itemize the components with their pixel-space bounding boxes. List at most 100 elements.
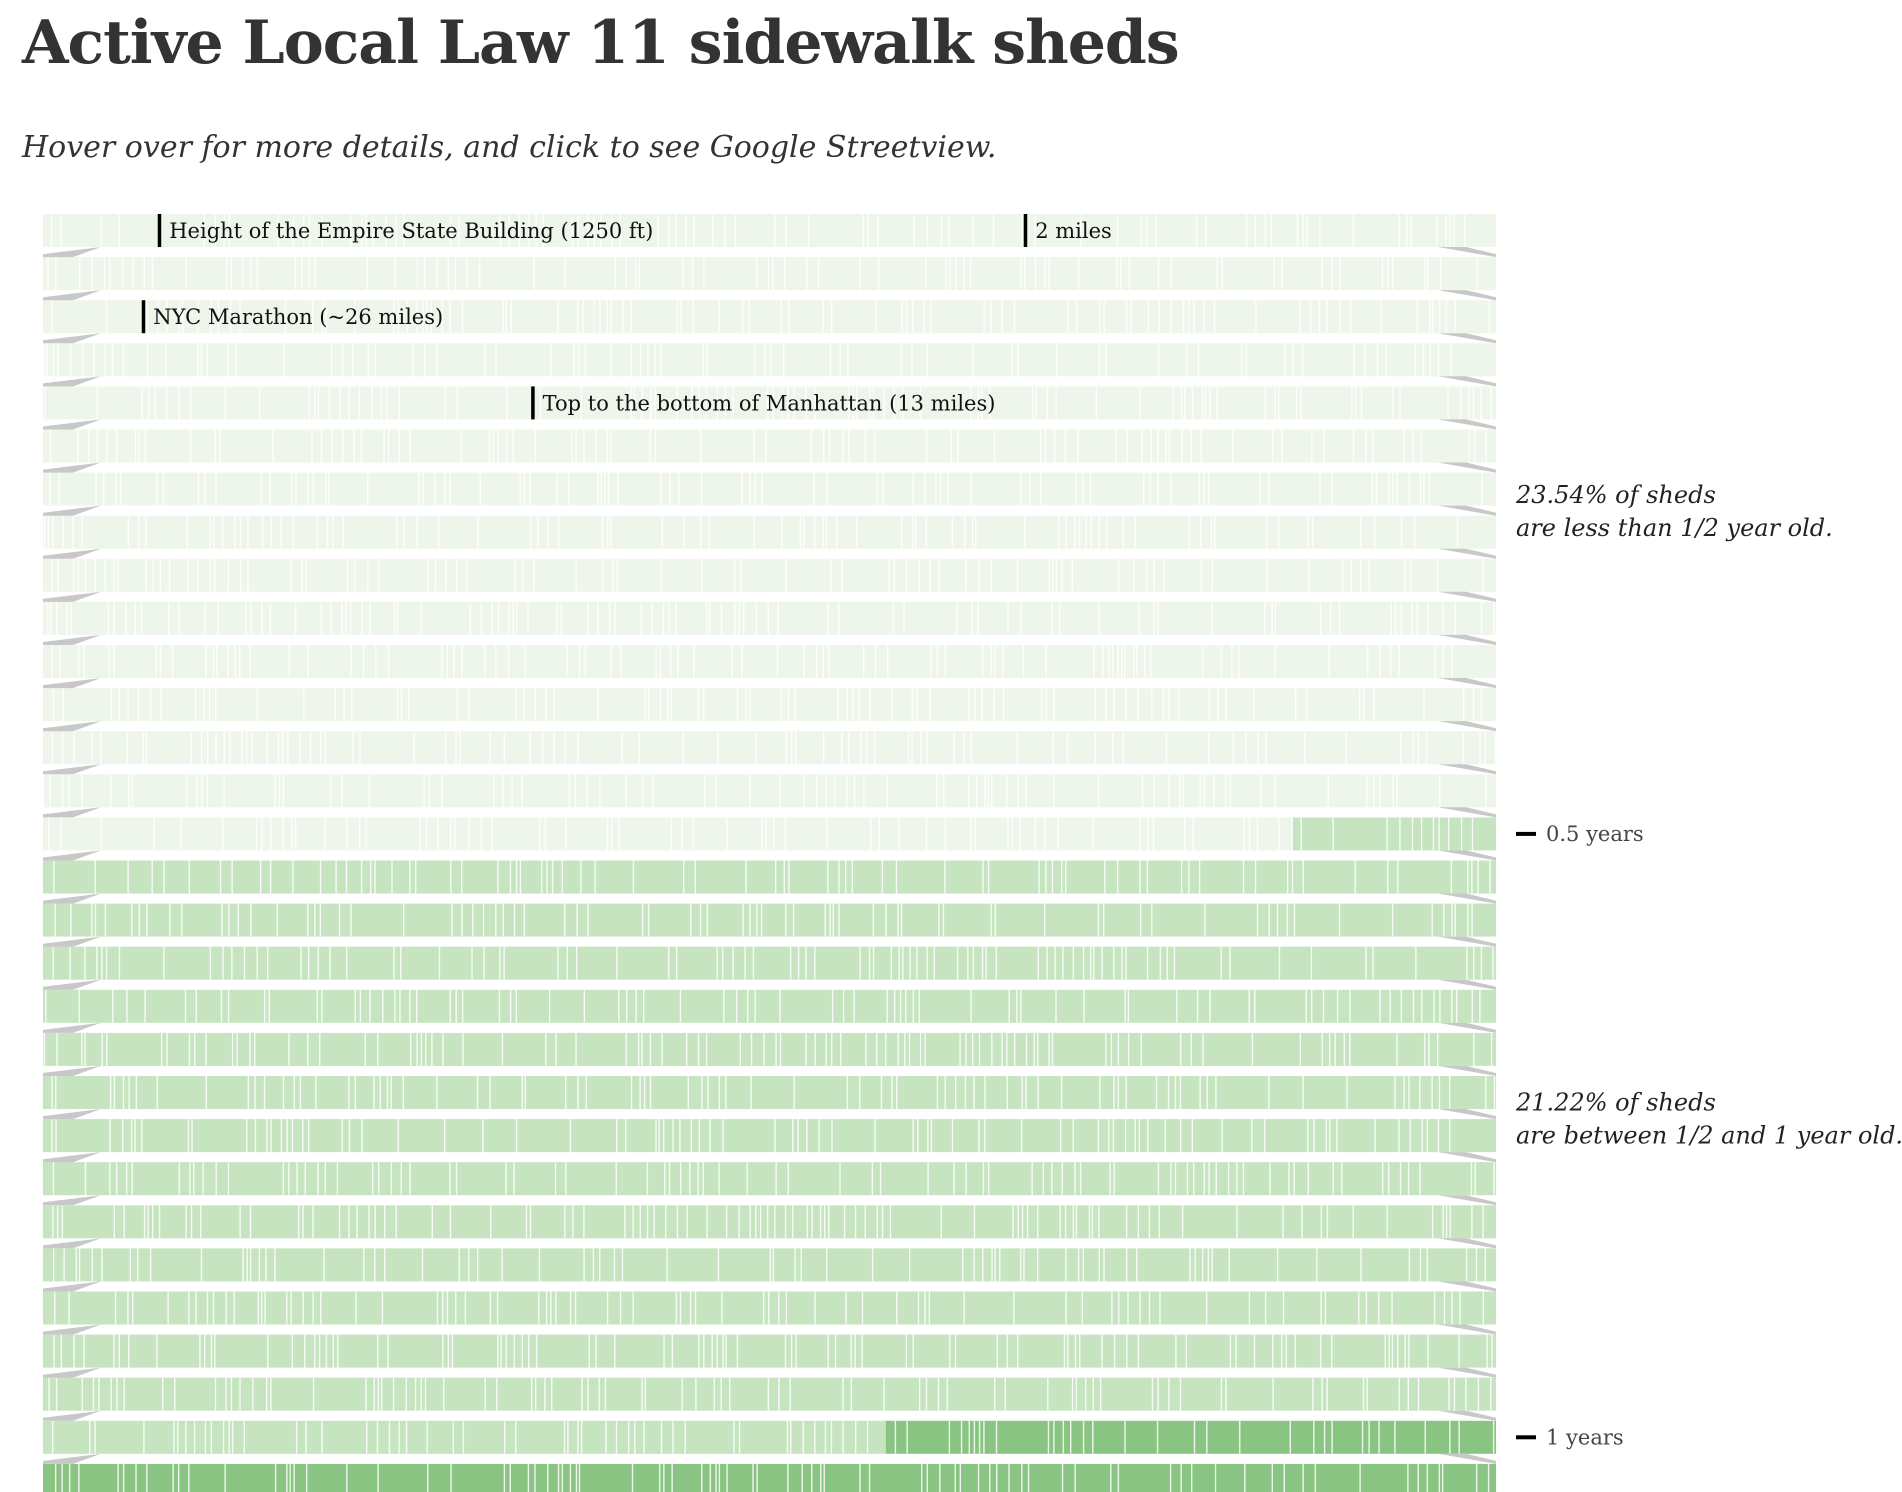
shed-divider bbox=[826, 817, 828, 851]
shed-row[interactable] bbox=[43, 774, 1496, 808]
shed-segment-half-to-one-year[interactable] bbox=[43, 1291, 1496, 1325]
shed-segment-half-to-one-year[interactable] bbox=[43, 1162, 1496, 1196]
shed-divider bbox=[1214, 1463, 1217, 1492]
shed-divider bbox=[970, 817, 972, 851]
shed-segment-under-half-year[interactable] bbox=[43, 386, 1496, 420]
shed-row[interactable] bbox=[43, 386, 1496, 420]
shed-segment-under-half-year[interactable] bbox=[43, 429, 1496, 463]
shed-divider bbox=[1269, 1162, 1271, 1196]
shed-segment-half-to-one-year[interactable] bbox=[43, 1076, 1496, 1109]
shed-divider bbox=[105, 946, 108, 980]
shed-row[interactable] bbox=[43, 860, 1496, 894]
shed-row[interactable] bbox=[43, 688, 1496, 722]
shed-divider bbox=[687, 1076, 689, 1109]
shed-divider bbox=[675, 601, 677, 635]
shed-divider bbox=[825, 1248, 828, 1282]
shed-row[interactable] bbox=[43, 1032, 1496, 1066]
shed-divider bbox=[1309, 300, 1312, 334]
shed-segment-under-half-year[interactable] bbox=[43, 472, 1496, 506]
shed-divider bbox=[1453, 214, 1455, 247]
shed-segment-half-to-one-year[interactable] bbox=[43, 989, 1496, 1023]
shed-divider bbox=[100, 214, 103, 247]
shed-row[interactable] bbox=[43, 989, 1496, 1023]
shed-divider bbox=[1111, 645, 1114, 678]
shed-row[interactable] bbox=[43, 1119, 1496, 1153]
shed-segment-under-half-year[interactable] bbox=[43, 558, 1496, 592]
shed-row[interactable] bbox=[43, 903, 1496, 937]
shed-divider bbox=[587, 903, 589, 937]
shed-segment-half-to-one-year[interactable] bbox=[43, 1205, 1496, 1239]
shed-divider bbox=[534, 1377, 537, 1411]
shed-row[interactable] bbox=[43, 1248, 1496, 1282]
shed-segment-under-half-year[interactable] bbox=[43, 257, 1496, 291]
shed-divider bbox=[732, 386, 734, 420]
shed-divider bbox=[599, 300, 601, 334]
shed-segment-under-half-year[interactable] bbox=[43, 688, 1496, 722]
shed-row[interactable] bbox=[43, 1291, 1496, 1325]
shed-divider bbox=[1319, 601, 1322, 635]
shed-row[interactable] bbox=[43, 472, 1496, 506]
shed-segment-under-half-year[interactable] bbox=[43, 343, 1496, 377]
shed-segment-half-to-one-year[interactable] bbox=[1292, 817, 1496, 851]
shed-segment-over-one-year[interactable] bbox=[43, 1463, 1496, 1492]
shed-segment-half-to-one-year[interactable] bbox=[43, 1032, 1496, 1066]
shed-row[interactable] bbox=[43, 1076, 1496, 1109]
shed-divider bbox=[1485, 774, 1487, 808]
shed-row[interactable] bbox=[43, 1463, 1496, 1492]
shed-row[interactable] bbox=[43, 1420, 1496, 1454]
shed-segment-under-half-year[interactable] bbox=[43, 214, 1496, 247]
shed-divider bbox=[1158, 343, 1160, 377]
shed-row[interactable] bbox=[43, 601, 1496, 635]
shed-dividers bbox=[43, 1032, 1493, 1066]
shed-divider bbox=[885, 1032, 887, 1066]
shed-row[interactable] bbox=[43, 1205, 1496, 1239]
shed-segment-over-one-year[interactable] bbox=[885, 1420, 1496, 1454]
shed-divider bbox=[1471, 1205, 1473, 1239]
shed-segment-half-to-one-year[interactable] bbox=[43, 1248, 1496, 1282]
shed-divider bbox=[1059, 1205, 1061, 1239]
shed-segment-under-half-year[interactable] bbox=[43, 774, 1496, 808]
shed-divider bbox=[330, 601, 332, 635]
shed-divider bbox=[1479, 731, 1481, 765]
shed-divider bbox=[1323, 429, 1325, 463]
shed-segment-half-to-one-year[interactable] bbox=[43, 1377, 1496, 1411]
shed-row[interactable] bbox=[43, 1377, 1496, 1411]
shed-divider bbox=[852, 386, 854, 420]
shed-segment-under-half-year[interactable] bbox=[43, 731, 1496, 765]
shed-segment-half-to-one-year[interactable] bbox=[43, 946, 1496, 980]
shed-row[interactable] bbox=[43, 645, 1496, 678]
shed-row[interactable] bbox=[43, 1334, 1496, 1368]
shed-row[interactable] bbox=[43, 946, 1496, 980]
shed-dividers bbox=[48, 817, 1474, 851]
shed-row[interactable] bbox=[43, 343, 1496, 377]
shed-row[interactable] bbox=[43, 257, 1496, 291]
shed-divider bbox=[1480, 601, 1483, 635]
shed-divider bbox=[1199, 1076, 1201, 1109]
shed-row[interactable] bbox=[43, 214, 1496, 247]
shed-segment-under-half-year[interactable] bbox=[43, 645, 1496, 678]
shed-divider bbox=[159, 558, 162, 592]
shed-divider bbox=[482, 903, 485, 937]
shed-segment-under-half-year[interactable] bbox=[43, 515, 1496, 549]
shed-divider bbox=[77, 558, 79, 592]
shed-segment-half-to-one-year[interactable] bbox=[43, 860, 1496, 894]
shed-divider bbox=[625, 774, 627, 808]
shed-divider bbox=[387, 1334, 389, 1368]
shed-row[interactable] bbox=[43, 731, 1497, 765]
shed-row[interactable] bbox=[43, 817, 1496, 851]
shed-row[interactable] bbox=[43, 515, 1496, 549]
shed-segment-half-to-one-year[interactable] bbox=[43, 1420, 886, 1454]
shed-segment-under-half-year[interactable] bbox=[43, 601, 1496, 635]
shed-segment-half-to-one-year[interactable] bbox=[43, 1334, 1496, 1368]
shed-segment-under-half-year[interactable] bbox=[43, 817, 1293, 851]
shed-divider bbox=[1075, 472, 1077, 506]
shed-row[interactable] bbox=[43, 300, 1496, 334]
shed-row[interactable] bbox=[43, 1162, 1496, 1196]
shed-divider bbox=[686, 1205, 688, 1239]
shed-row[interactable] bbox=[43, 558, 1496, 592]
shed-row[interactable] bbox=[43, 429, 1496, 463]
shed-divider bbox=[1037, 946, 1040, 980]
shed-segment-half-to-one-year[interactable] bbox=[43, 903, 1496, 937]
shed-segment-half-to-one-year[interactable] bbox=[43, 1119, 1496, 1153]
